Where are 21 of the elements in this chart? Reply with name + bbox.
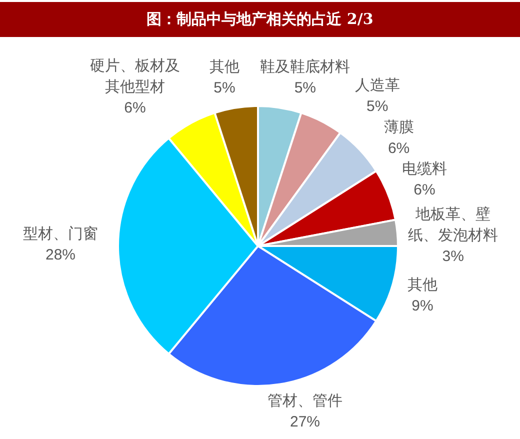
- data-label: 6%: [124, 100, 146, 117]
- data-label: 27%: [290, 413, 320, 430]
- data-label: 28%: [45, 246, 76, 264]
- slice-label: 硬片、板材及其他型材: [90, 58, 180, 96]
- slice-label: 薄膜: [384, 118, 414, 136]
- slice-label: 地板革、壁纸、发泡材料: [408, 206, 498, 244]
- slice-label: 鞋及鞋底材料: [260, 58, 350, 76]
- slice-label: 电缆料: [402, 160, 448, 178]
- data-label: 5%: [294, 80, 316, 97]
- slice-label: 其他: [408, 276, 438, 294]
- chart-title: 图：制品中与地产相关的占近 2/3: [0, 2, 520, 37]
- slice-label: 其他: [210, 58, 240, 76]
- slice-label: 人造革: [354, 76, 400, 94]
- data-label: 5%: [366, 98, 388, 115]
- slice-label: 管材、管件: [268, 392, 343, 410]
- data-label: 6%: [414, 181, 436, 198]
- data-label: 6%: [388, 140, 410, 157]
- data-label: 9%: [412, 298, 434, 315]
- data-label: 3%: [442, 248, 464, 266]
- data-label: 5%: [214, 80, 236, 97]
- slice-label: 型材、门窗: [23, 226, 98, 242]
